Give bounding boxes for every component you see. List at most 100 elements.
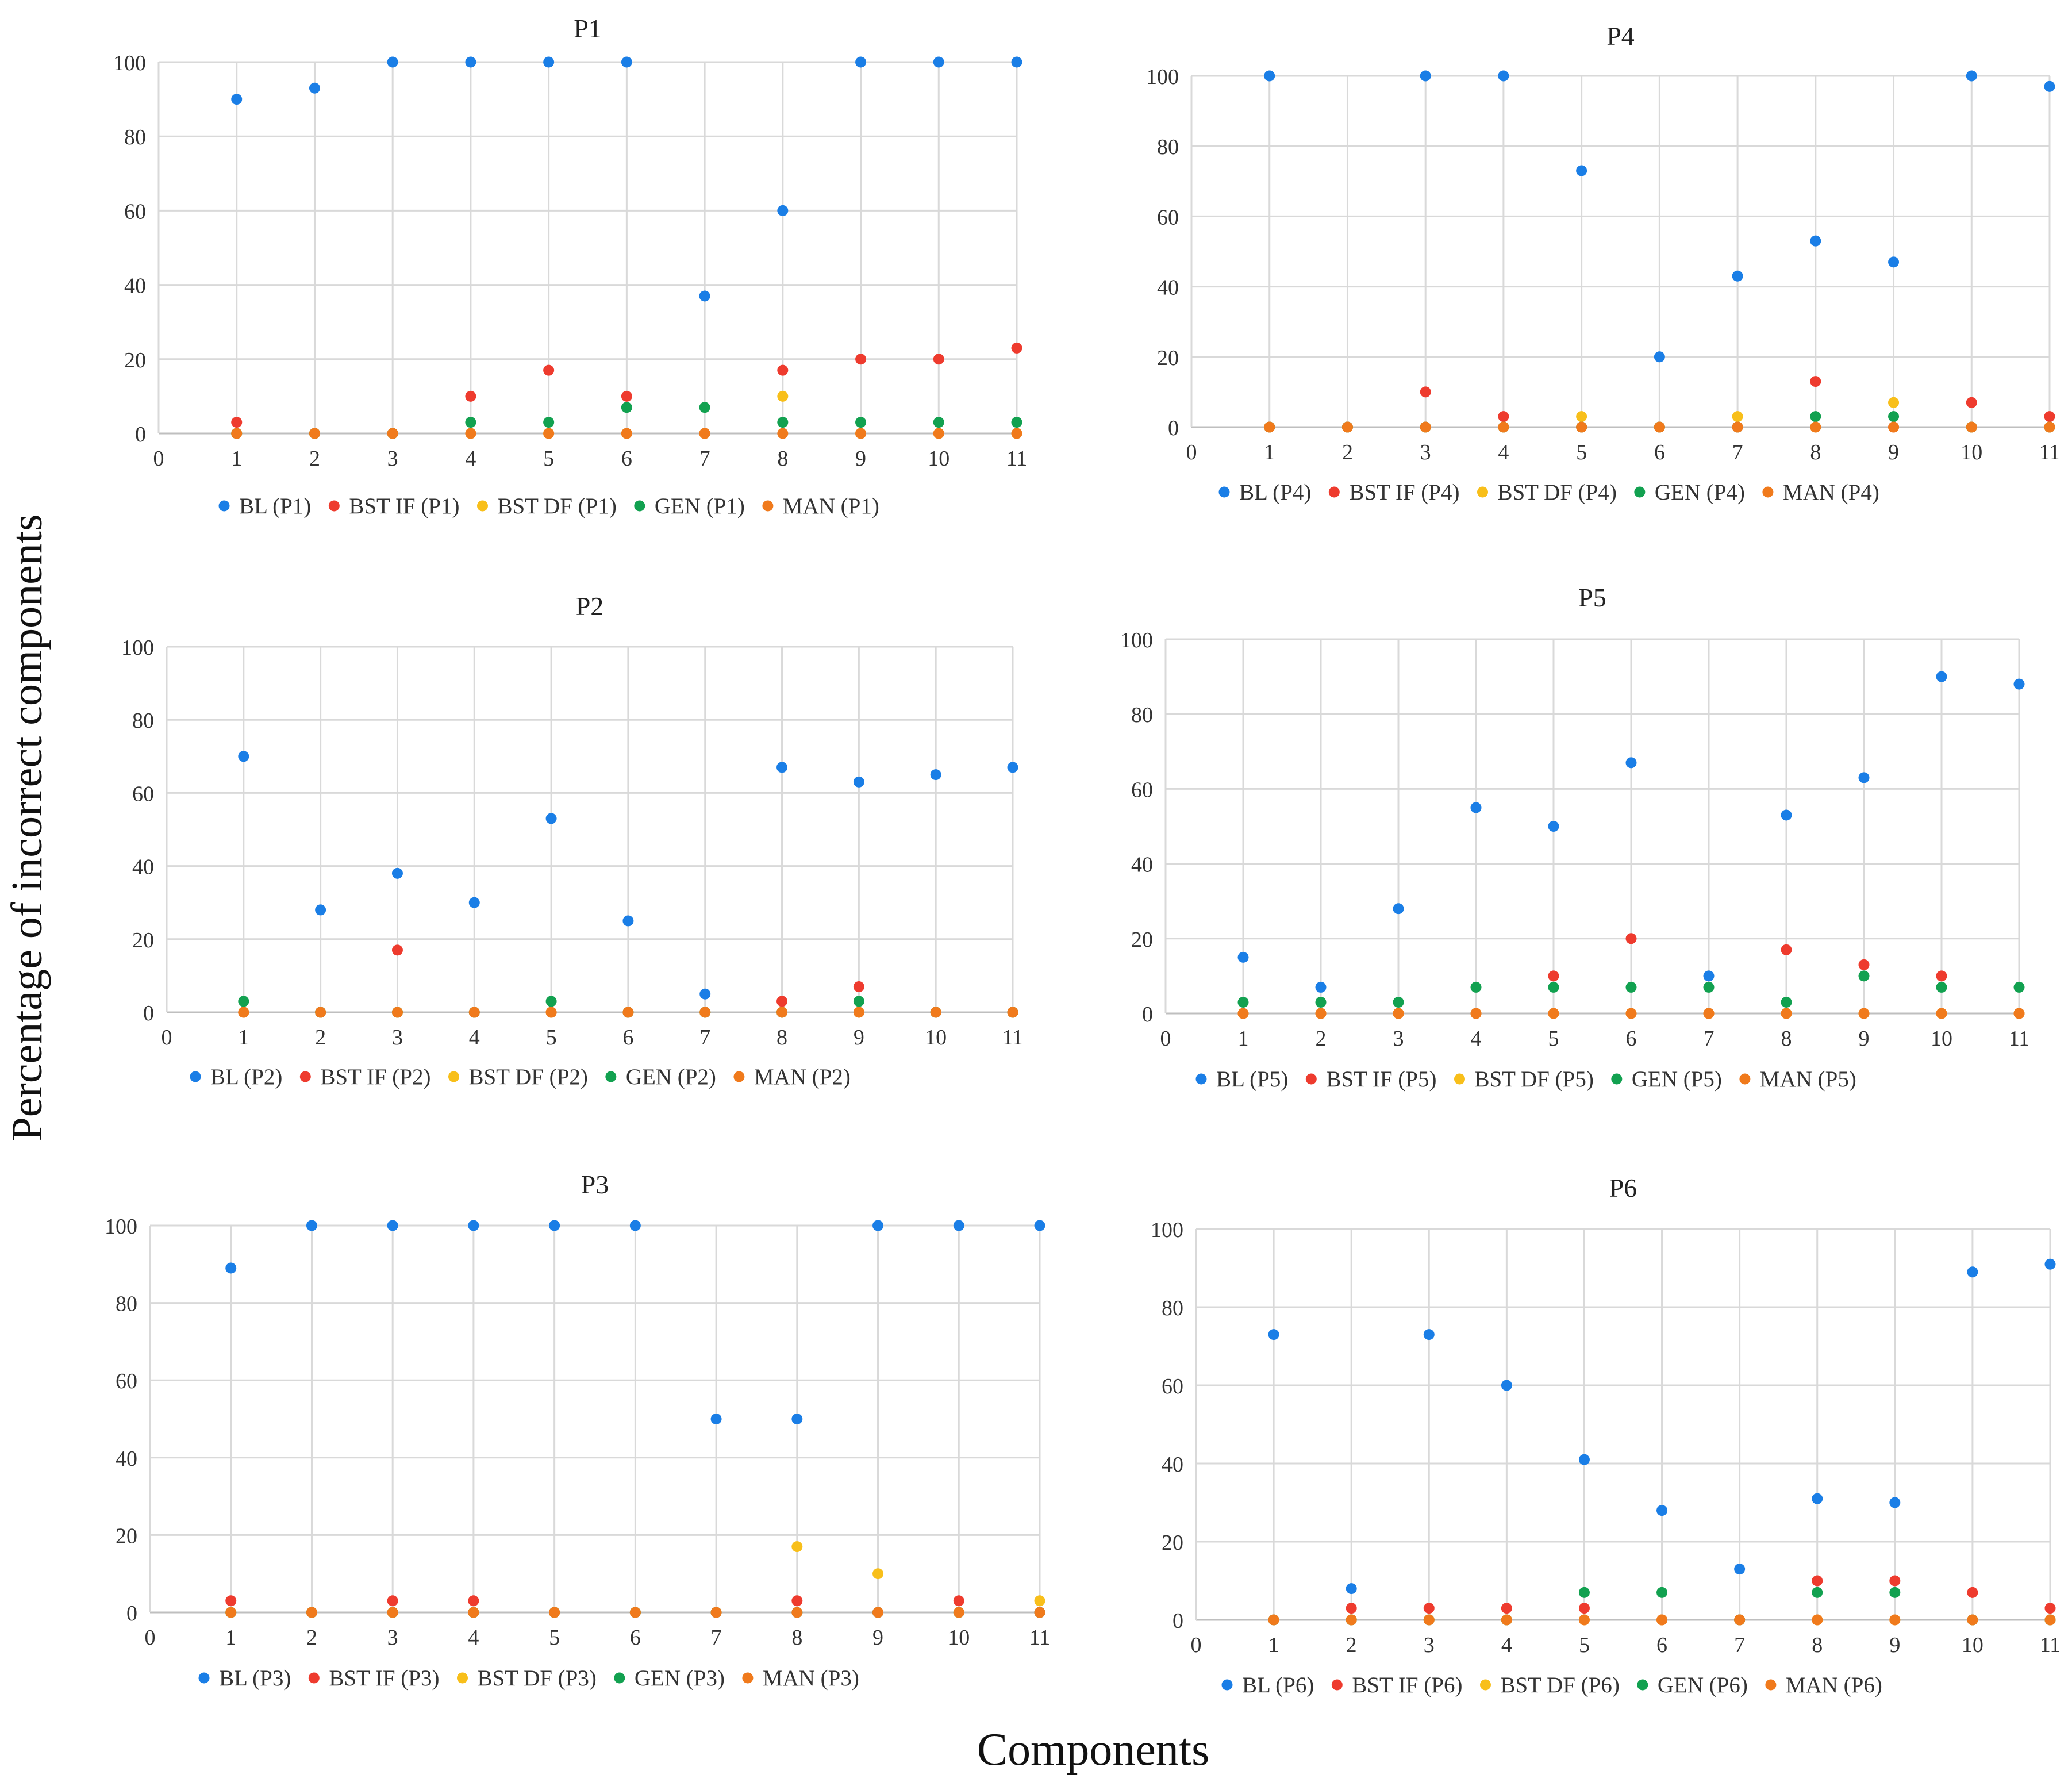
- data-point: [1007, 1007, 1018, 1018]
- data-point: [1315, 981, 1327, 993]
- x-tick-label: 7: [1734, 1633, 1745, 1657]
- data-point: [2044, 80, 2055, 92]
- data-point: [306, 1220, 317, 1231]
- data-point: [1889, 1614, 1901, 1626]
- legend-marker: [448, 1071, 459, 1082]
- data-point: [777, 390, 789, 402]
- data-point: [1936, 1008, 1947, 1019]
- data-point: [791, 1607, 803, 1618]
- data-point: [855, 354, 867, 365]
- data-point: [545, 813, 557, 824]
- x-tick-label: 5: [1576, 440, 1587, 464]
- data-point: [629, 1220, 641, 1231]
- x-tick-label: 7: [699, 1025, 710, 1050]
- data-point: [315, 904, 326, 916]
- chart-panel-p2: P2 0 20 40 60 80 100 0 1 2 3 4 5 6 7 8 9 10 11 BL (P2) BST I…: [121, 592, 1023, 1089]
- data-point: [1501, 1603, 1512, 1614]
- data-point: [1732, 421, 1743, 433]
- x-tick-label: 4: [469, 1025, 480, 1050]
- data-point: [622, 1007, 634, 1018]
- data-point: [629, 1607, 641, 1618]
- x-tick-label: 6: [621, 447, 632, 471]
- x-tick-label: 1: [1268, 1633, 1279, 1657]
- x-tick-label: 3: [1424, 1633, 1435, 1657]
- legend-label: MAN (P2): [754, 1065, 851, 1089]
- data-point: [306, 1607, 317, 1618]
- data-point: [1393, 1008, 1404, 1019]
- data-point: [853, 776, 864, 788]
- x-tick-label: 6: [630, 1626, 641, 1650]
- x-tick-label: 4: [465, 447, 476, 471]
- legend-marker: [1637, 1679, 1648, 1691]
- x-tick-label: 1: [225, 1626, 236, 1650]
- y-tick-label: 20: [124, 348, 146, 372]
- y-tick-label: 60: [1157, 205, 1179, 229]
- data-point: [1268, 1329, 1279, 1341]
- data-point: [853, 1007, 864, 1018]
- series-bl: [1264, 70, 2055, 433]
- y-tick-label: 40: [1131, 853, 1153, 877]
- chart-title: P1: [574, 14, 602, 43]
- x-tick-label: 10: [928, 447, 949, 471]
- data-point: [777, 205, 789, 216]
- x-tick-label: 0: [162, 1025, 172, 1050]
- data-point: [1264, 421, 1275, 433]
- x-tick-label: 8: [777, 447, 788, 471]
- data-point: [1967, 1614, 1978, 1626]
- legend-item: MAN (P6): [1765, 1673, 1882, 1697]
- x-tick-label: 10: [948, 1626, 970, 1650]
- x-tick-label: 0: [1186, 440, 1197, 464]
- x-tick-label: 5: [1548, 1027, 1559, 1051]
- legend-marker: [299, 1071, 311, 1082]
- y-tick-label: 60: [1162, 1374, 1183, 1399]
- legend-marker: [1195, 1073, 1207, 1085]
- data-point: [468, 1595, 479, 1607]
- data-point: [1576, 411, 1587, 423]
- data-point: [1888, 397, 1900, 408]
- legend-item: BST DF (P3): [456, 1666, 597, 1691]
- legend-label: BST IF (P6): [1352, 1673, 1462, 1697]
- data-point: [2013, 1008, 2025, 1019]
- chart-title: P4: [1606, 21, 1635, 51]
- data-point: [1936, 671, 1947, 682]
- data-point: [1315, 1008, 1327, 1019]
- x-tick-label: 11: [1029, 1626, 1051, 1650]
- data-point: [2013, 678, 2025, 690]
- legend-item: BST IF (P6): [1331, 1673, 1462, 1697]
- legend-item: BST IF (P1): [328, 494, 459, 518]
- legend-label: BST DF (P4): [1497, 480, 1616, 505]
- legend-item: BST IF (P2): [299, 1065, 430, 1089]
- data-point: [1548, 981, 1559, 993]
- data-point: [699, 428, 710, 439]
- x-tick-label: 10: [1931, 1027, 1952, 1051]
- y-tick-label: 20: [132, 928, 154, 952]
- data-point: [1268, 1614, 1279, 1626]
- data-point: [1936, 970, 1947, 982]
- data-point: [621, 402, 632, 413]
- y-tick-label: 0: [1142, 1003, 1153, 1027]
- data-point: [1498, 421, 1509, 433]
- x-tick-label: 10: [1960, 440, 1982, 464]
- legend-marker: [1477, 486, 1488, 498]
- data-point: [1346, 1614, 1357, 1626]
- data-point: [1888, 256, 1900, 268]
- legend: BL (P2) BST IF (P2) BST DF (P2) GEN (P2) MAN…: [190, 1065, 851, 1089]
- data-point: [468, 897, 480, 908]
- data-point: [622, 915, 634, 927]
- legend-item: BST DF (P6): [1479, 1673, 1620, 1697]
- data-point: [465, 390, 476, 402]
- x-axis-label: Components: [977, 1724, 1209, 1775]
- x-tick-label: 4: [1498, 440, 1509, 464]
- data-point: [1858, 959, 1870, 970]
- chart-title: P2: [576, 592, 604, 621]
- data-point: [1654, 351, 1665, 363]
- x-tick-label: 4: [1501, 1633, 1512, 1657]
- x-tick-label: 5: [543, 447, 554, 471]
- data-point: [391, 1007, 403, 1018]
- data-point: [468, 1007, 480, 1018]
- legend-marker: [328, 500, 340, 512]
- series-bl: [1237, 671, 2025, 993]
- series-bl: [225, 1220, 1045, 1424]
- data-point: [231, 417, 243, 428]
